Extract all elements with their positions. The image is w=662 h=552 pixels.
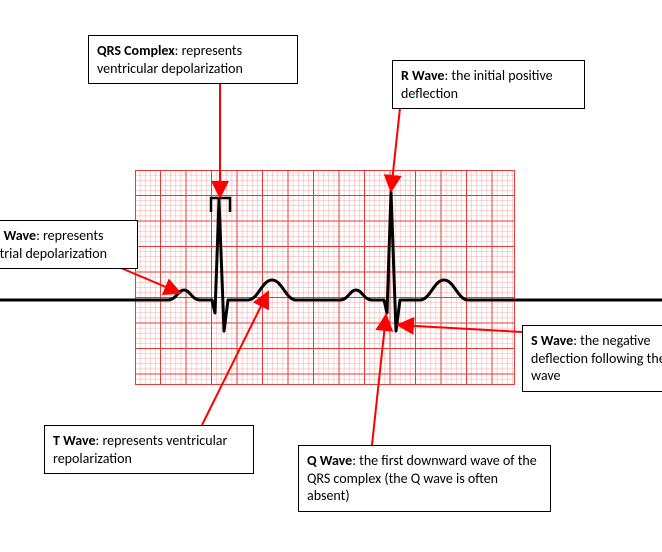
callout-twave-title: T Wave [53,432,96,449]
ecg-grid [135,170,515,385]
callout-rwave: R Wave: the initial positive deflection [392,60,585,109]
callout-pwave-title: P Wave [0,227,36,244]
callout-qrs-title: QRS Complex [97,42,175,59]
callout-qwave: Q Wave: the first downward wave of the Q… [298,445,551,512]
ecg-grid-svg [135,170,515,385]
callout-pwave: P Wave: represents atrial depolarization [0,220,138,269]
callout-twave: T Wave: represents ventricular repolariz… [44,425,254,474]
callout-rwave-title: R Wave [401,67,444,84]
callout-qrs: QRS Complex: represents ventricular depo… [88,35,298,84]
callout-swave: S Wave: the negative deflection followin… [522,325,662,392]
callout-qwave-title: Q Wave [307,452,352,469]
callout-swave-title: S Wave [531,332,573,349]
